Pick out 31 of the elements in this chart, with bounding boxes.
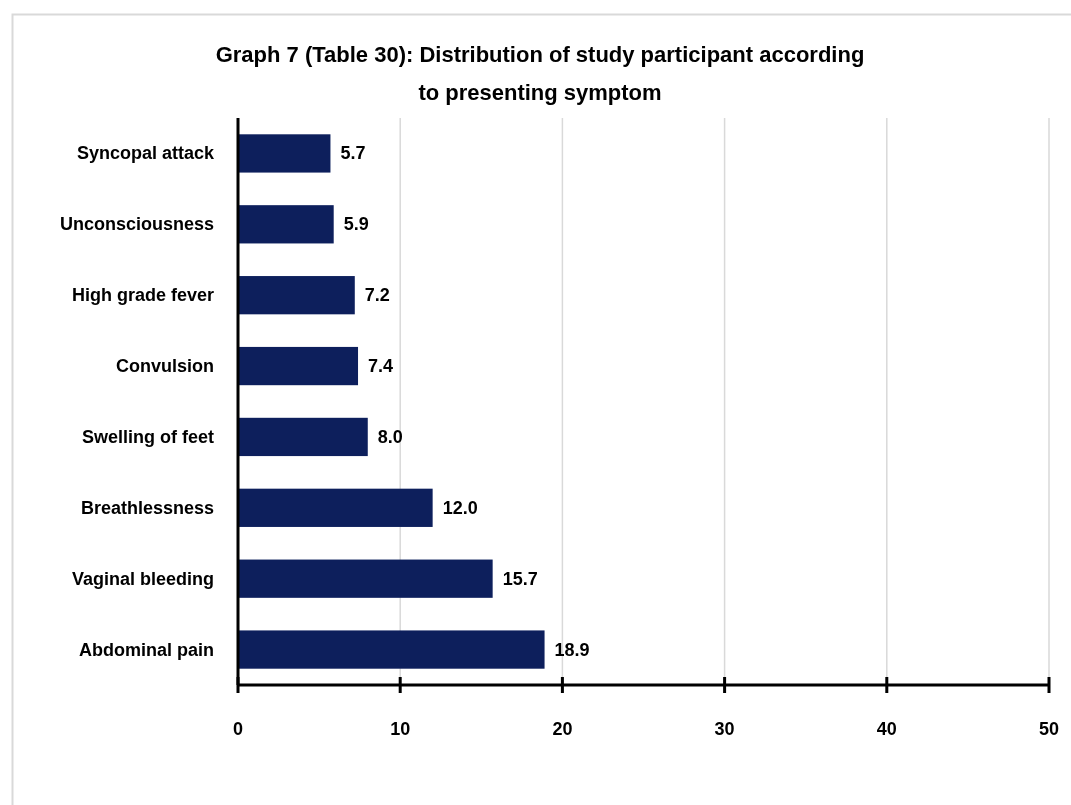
data-label: 5.9 <box>343 214 369 235</box>
bar <box>238 276 355 315</box>
data-label: 7.2 <box>364 285 390 306</box>
y-tick-label: Unconsciousness <box>59 214 214 235</box>
data-label: 5.7 <box>340 143 366 164</box>
data-label: 12.0 <box>442 497 478 518</box>
x-tick-label: 20 <box>552 719 573 739</box>
x-tick-label: 10 <box>390 719 411 739</box>
bar <box>238 417 368 457</box>
bar <box>238 205 334 244</box>
bar <box>238 134 331 173</box>
y-tick-label: High grade fever <box>71 285 214 306</box>
bar <box>238 630 545 669</box>
bar <box>238 346 359 386</box>
data-label: 18.9 <box>554 639 590 660</box>
bar <box>238 488 433 527</box>
y-tick-label: Vaginal bleeding <box>71 568 214 589</box>
chart-title: Graph 7 (Table 30): Distribution of study participant according to presenting symptom <box>215 42 865 105</box>
x-tick-label: 40 <box>876 719 897 739</box>
y-tick-label: Syncopal attack <box>76 143 215 164</box>
y-tick-label: Swelling of feet <box>81 426 214 447</box>
bar <box>238 559 493 598</box>
y-tick-label: Abdominal pain <box>79 639 214 660</box>
x-tick-label: 50 <box>1038 719 1060 739</box>
data-label: 8.0 <box>377 426 403 447</box>
data-label: 15.7 <box>502 568 538 589</box>
x-tick-label: 30 <box>714 719 735 739</box>
x-tick-label: 0 <box>232 719 244 739</box>
y-tick-label: Convulsion <box>116 356 214 377</box>
data-label: 7.4 <box>368 356 394 377</box>
y-tick-label: Breathlessness <box>80 497 214 518</box>
